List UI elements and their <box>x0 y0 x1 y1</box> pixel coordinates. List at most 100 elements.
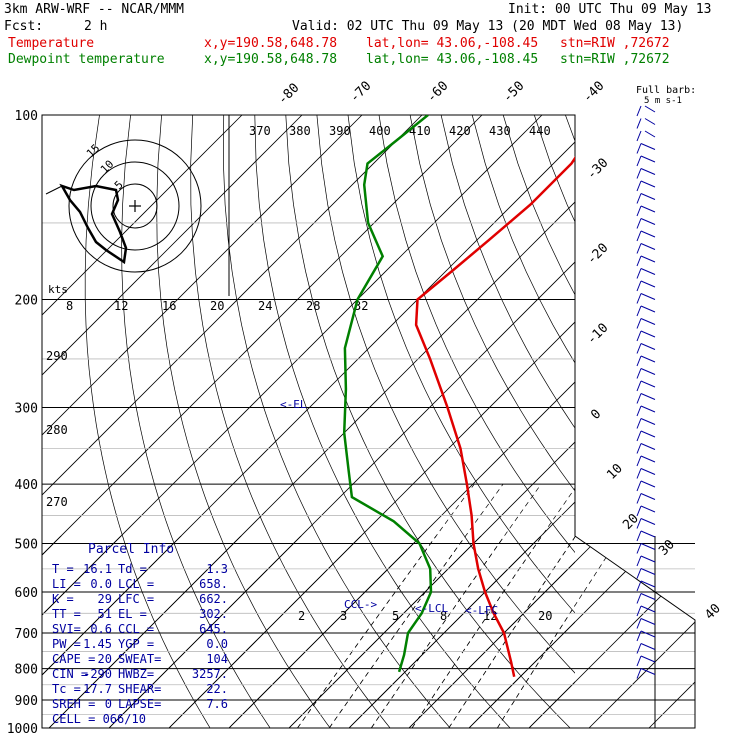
wind-barb-flag <box>636 518 642 529</box>
dry-adiabat <box>533 115 575 223</box>
wind-barb-flag <box>636 205 642 217</box>
pressure-tick-label: 600 <box>15 586 38 601</box>
theta-label: 280 <box>46 423 68 437</box>
isotherm <box>709 115 740 728</box>
wind-barb <box>640 493 656 500</box>
parcel-value: 645. <box>199 622 228 636</box>
isotherm <box>588 536 695 728</box>
legend-temperature: Temperature <box>8 36 95 51</box>
wind-barb-flag <box>636 493 642 504</box>
wind-barb <box>640 393 656 400</box>
dry-adiabat <box>471 115 575 364</box>
wind-barb-flag <box>636 243 642 254</box>
mixing-ratio-label: 20 <box>210 299 224 313</box>
wind-barb-flag <box>636 143 642 154</box>
wind-barb-flag <box>636 618 642 629</box>
wind-barb <box>640 643 656 650</box>
parcel-label: Tc = <box>52 682 81 696</box>
isotherm-label: 20 <box>620 511 642 533</box>
theta-label: 290 <box>46 349 68 363</box>
isotherm-label: -50 <box>500 79 527 106</box>
wind-barb <box>640 230 656 238</box>
parcel-value: 0.0 <box>206 637 228 651</box>
isotherm <box>42 115 483 556</box>
parcel-label: SREH = <box>52 697 95 711</box>
wind-barb <box>640 180 656 188</box>
wind-barb-flag <box>636 105 642 117</box>
el-marker: <-EL <box>280 398 307 411</box>
wind-barb-flag <box>636 668 642 679</box>
parcel-label: YGP = <box>118 637 154 651</box>
theta-label: 270 <box>46 495 68 509</box>
pressure-tick-label: 700 <box>15 627 38 642</box>
theta-e-label: 390 <box>329 124 351 138</box>
parcel-value: 17.7 <box>83 682 112 696</box>
theta-e-label: 410 <box>409 124 431 138</box>
mixing-ratio-label-low: 3 <box>340 609 347 623</box>
header-fcst-value: 2 h <box>84 19 108 34</box>
wind-barb <box>640 418 656 425</box>
wind-barb <box>640 618 656 625</box>
header-init: Init: 00 UTC Thu 09 May 13 <box>508 2 712 17</box>
isotherm-label: -30 <box>584 156 611 183</box>
theta-e-label: 430 <box>489 124 511 138</box>
wind-barb-flag <box>636 168 642 179</box>
parcel-label: LFC = <box>118 592 154 606</box>
isotherm <box>228 536 695 728</box>
header-fcst-label: Fcst: <box>4 19 44 34</box>
wind-barb <box>640 368 656 375</box>
isotherm-label: -40 <box>580 79 607 106</box>
isotherm-label: 0 <box>588 407 604 423</box>
wind-barb-flag <box>636 543 642 554</box>
wind-barb-flag <box>636 368 642 379</box>
dry-adiabat <box>659 115 740 728</box>
mixing-ratio-label: 16 <box>162 299 176 313</box>
parcel-value: 104 <box>206 652 228 666</box>
mixing-ratio-label-low: 8 <box>440 609 447 623</box>
parcel-label: LAPSE= <box>118 697 161 711</box>
wind-barb-flag <box>636 630 642 642</box>
pressure-tick-label: 400 <box>15 478 38 493</box>
wind-barb-flag <box>636 155 642 167</box>
wind-barb-flag <box>636 568 642 579</box>
pressure-tick-label: 500 <box>15 537 38 552</box>
wind-barb-flag <box>636 430 642 442</box>
wind-barb-flag <box>636 355 642 367</box>
hodograph-tail <box>45 185 63 195</box>
theta-e-label: 420 <box>449 124 471 138</box>
wind-barb-flag <box>636 293 642 304</box>
hodograph-trace <box>59 183 128 265</box>
mixing-ratio-line <box>371 536 542 728</box>
wind-barb <box>640 630 656 638</box>
isotherm <box>48 536 663 728</box>
dry-adiabat <box>596 115 740 728</box>
mixing-ratio-label: 24 <box>258 299 272 313</box>
dry-adiabat <box>502 115 575 296</box>
isotherm <box>42 115 423 496</box>
wind-barb <box>640 405 656 413</box>
hodograph-ring <box>68 139 202 273</box>
pressure-tick-label: 300 <box>15 401 38 416</box>
parcel-label: CAPE = <box>52 652 95 666</box>
wind-barb-flag <box>636 593 642 604</box>
pressure-tick-label: 100 <box>15 109 38 124</box>
lcl-marker: <-LCL <box>415 602 448 615</box>
isotherm <box>42 115 243 316</box>
dew-xy: x,y=190.58,648.78 <box>204 52 338 67</box>
wind-barb <box>640 330 656 338</box>
isotherm <box>168 321 575 728</box>
parcel-value: 3257. <box>192 667 228 681</box>
wind-barb <box>640 193 656 200</box>
wind-barb <box>640 455 656 463</box>
wind-barb-flag <box>636 255 642 267</box>
wind-barb <box>640 430 656 438</box>
wind-barb-flag <box>636 193 642 204</box>
parcel-value: 20 <box>98 652 112 666</box>
wind-barb-flag <box>636 505 642 517</box>
wind-barb <box>644 130 656 138</box>
mixing-ratio-label: 12 <box>114 299 128 313</box>
parcel-label: CCL = <box>118 622 154 636</box>
ccl-marker: CCL-> <box>344 598 377 611</box>
wind-barb <box>640 205 656 213</box>
